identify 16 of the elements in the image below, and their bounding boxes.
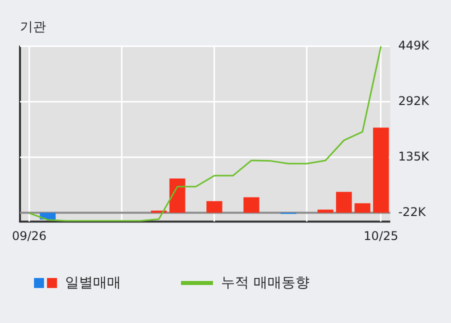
bar bbox=[243, 197, 260, 213]
bar bbox=[206, 201, 222, 213]
legend-label: 일별매매 bbox=[65, 274, 121, 292]
bar bbox=[354, 203, 370, 213]
chart-title: 기관 bbox=[20, 20, 46, 36]
bar bbox=[373, 128, 389, 213]
y-tick-label: 292K bbox=[398, 94, 430, 108]
y-tick-label: -22K bbox=[398, 204, 427, 219]
y-tick-label: 449K bbox=[398, 38, 430, 52]
x-tick-label: 10/25 bbox=[364, 228, 398, 243]
bar bbox=[336, 192, 352, 213]
bar bbox=[318, 210, 334, 213]
x-tick-label: 09/26 bbox=[12, 228, 47, 243]
legend-label: 누적 매매동향 bbox=[221, 274, 310, 292]
bar bbox=[169, 178, 186, 213]
y-tick-label: 135K bbox=[398, 149, 430, 164]
